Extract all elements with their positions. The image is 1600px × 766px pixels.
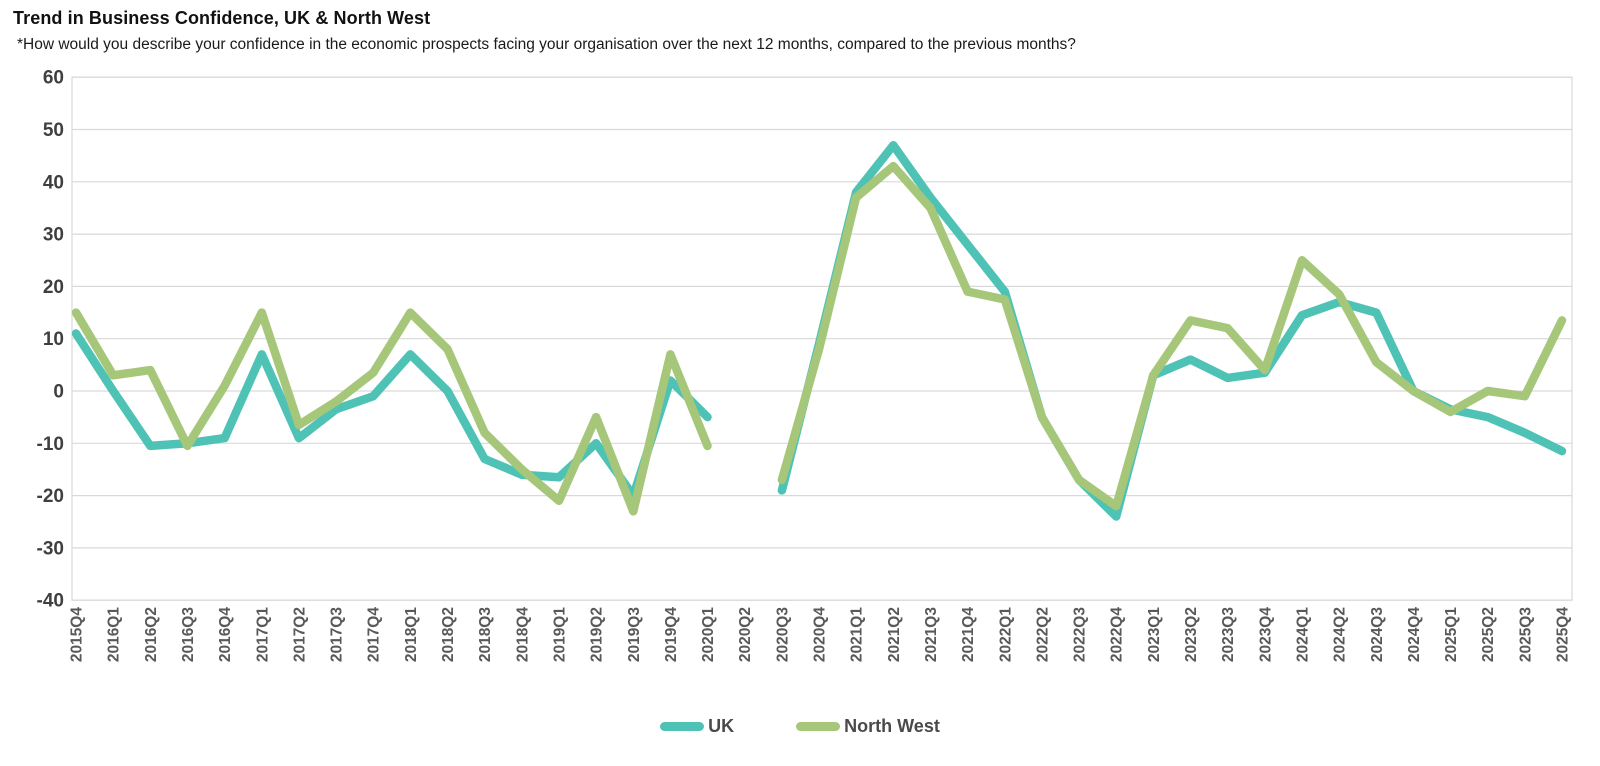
x-axis-tick-label: 2017Q1 [254,607,271,663]
x-axis-tick-label: 2025Q1 [1443,607,1460,663]
chart-title: Trend in Business Confidence, UK & North… [13,8,431,28]
y-axis-tick-label: -40 [37,591,64,612]
y-axis-tick-label: 30 [43,225,64,246]
x-axis-tick-label: 2018Q2 [440,607,457,662]
legend-label-north-west: North West [844,716,940,736]
north-west-line [71,161,1567,516]
x-axis-tick-label: 2024Q3 [1369,607,1386,663]
x-axis-tick-label: 2024Q4 [1406,607,1423,663]
x-axis-tick-label: 2016Q4 [217,607,234,663]
x-axis-tick-label: 2016Q1 [106,607,123,663]
x-axis-tick-label: 2021Q4 [960,607,977,663]
x-axis-tick-label: 2020Q1 [700,607,717,663]
x-axis-tick-label: 2017Q4 [366,607,383,663]
x-axis-tick-label: 2021Q2 [886,607,903,662]
legend: UK North West [0,716,1600,737]
x-axis-tick-label: 2016Q3 [180,607,197,663]
x-axis-tick-label: 2020Q4 [812,607,829,663]
uk-line-swatch [660,722,705,731]
legend-label-uk: UK [708,716,735,736]
y-axis-tick-label: 50 [43,120,64,141]
y-axis-tick-label: 40 [43,172,64,193]
north-west-line-swatch [796,722,841,731]
y-axis-tick-label: 60 [43,68,64,89]
y-axis-tick-label: 0 [53,382,64,403]
x-axis-tick-label: 2021Q1 [849,607,866,663]
x-axis-tick-label: 2023Q1 [1146,607,1163,663]
x-axis-tick-label: 2018Q1 [403,607,420,663]
y-axis-tick-label: -20 [37,486,64,507]
x-axis-tick-label: 2018Q3 [477,607,494,663]
x-axis-tick-label: 2025Q3 [1517,607,1534,663]
x-axis-tick-label: 2023Q3 [1220,607,1237,663]
x-axis-tick-label: 2019Q3 [626,607,643,663]
x-axis-tick-label: 2021Q3 [923,607,940,663]
x-axis-tick-label: 2018Q4 [514,607,531,663]
x-axis-tick-label: 2015Q4 [69,607,86,663]
x-axis-tick-label: 2023Q4 [1257,607,1274,663]
chart-subtitle: *How would you describe your confidence … [17,36,1076,53]
y-axis-tick-label: 10 [43,329,64,350]
x-axis-tick-label: 2023Q2 [1183,607,1200,662]
x-axis-tick-label: 2019Q2 [589,607,606,662]
x-axis-tick-label: 2017Q3 [329,607,346,663]
x-axis-tick-label: 2025Q2 [1480,607,1497,662]
x-axis-tick-label: 2020Q3 [774,607,791,663]
y-axis-tick-label: 20 [43,277,64,298]
y-axis-tick-label: -30 [37,538,64,559]
x-axis-tick-label: 2025Q4 [1555,607,1572,663]
x-axis-tick-label: 2022Q4 [1109,607,1126,663]
x-axis-tick-label: 2016Q2 [143,607,160,662]
legend-item-uk: UK [660,716,734,737]
legend-item-north-west: North West [796,716,940,737]
x-axis-tick-label: 2022Q3 [1072,607,1089,663]
x-axis-tick-label: 2022Q2 [1034,607,1051,662]
x-axis-tick-label: 2019Q4 [663,607,680,663]
x-axis-tick-label: 2019Q1 [551,607,568,663]
x-axis-tick-label: 2024Q2 [1332,607,1349,662]
y-axis-tick-label: -10 [37,434,64,455]
x-axis-tick-label: 2024Q1 [1294,607,1311,663]
x-axis-tick-label: 2017Q2 [291,607,308,662]
x-axis-tick-label: 2020Q2 [737,607,754,662]
x-axis-tick-label: 2022Q1 [997,607,1014,663]
